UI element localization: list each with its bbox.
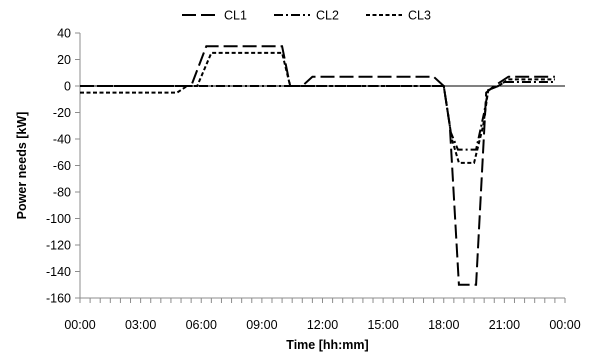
y-tick-label: -80 [53, 186, 71, 200]
y-tick-label: 40 [57, 27, 71, 41]
series-layer [80, 45, 555, 286]
y-tick-label: 0 [64, 80, 71, 94]
y-tick-label: -140 [46, 265, 71, 279]
x-tick-label: 06:00 [186, 318, 217, 332]
series-line-cl3 [80, 51, 555, 164]
x-tick-label: 09:00 [246, 318, 277, 332]
y-tick-label: 20 [57, 53, 71, 67]
y-tick-label: -60 [53, 159, 71, 173]
x-tick-label: 21:00 [489, 318, 520, 332]
y-tick-label: -100 [46, 212, 71, 226]
series-line-cl1 [80, 45, 555, 286]
x-tick-label: 12:00 [307, 318, 338, 332]
y-tick-label: -40 [53, 133, 71, 147]
y-tick-label: -160 [46, 292, 71, 306]
x-tick-label: 18:00 [428, 318, 459, 332]
legend-label-cl2: CL2 [316, 9, 339, 23]
y-tick-label: -20 [53, 106, 71, 120]
x-tick-label: 00:00 [64, 318, 95, 332]
y-tick-label: -120 [46, 239, 71, 253]
x-tick-label: 00:00 [549, 318, 580, 332]
legend: CL1 CL2 CL3 [182, 9, 431, 23]
x-tick-label: 03:00 [125, 318, 156, 332]
y-axis-title: Power needs [kW] [15, 112, 29, 220]
legend-label-cl1: CL1 [224, 9, 247, 23]
x-axis-title: Time [hh:mm] [286, 338, 368, 352]
axes: 40 20 0 -20 -40 -60 -80 -100 -120 -140 -160 00:00 03… [46, 27, 581, 333]
x-tick-label: 15:00 [367, 318, 398, 332]
legend-label-cl3: CL3 [408, 9, 431, 23]
